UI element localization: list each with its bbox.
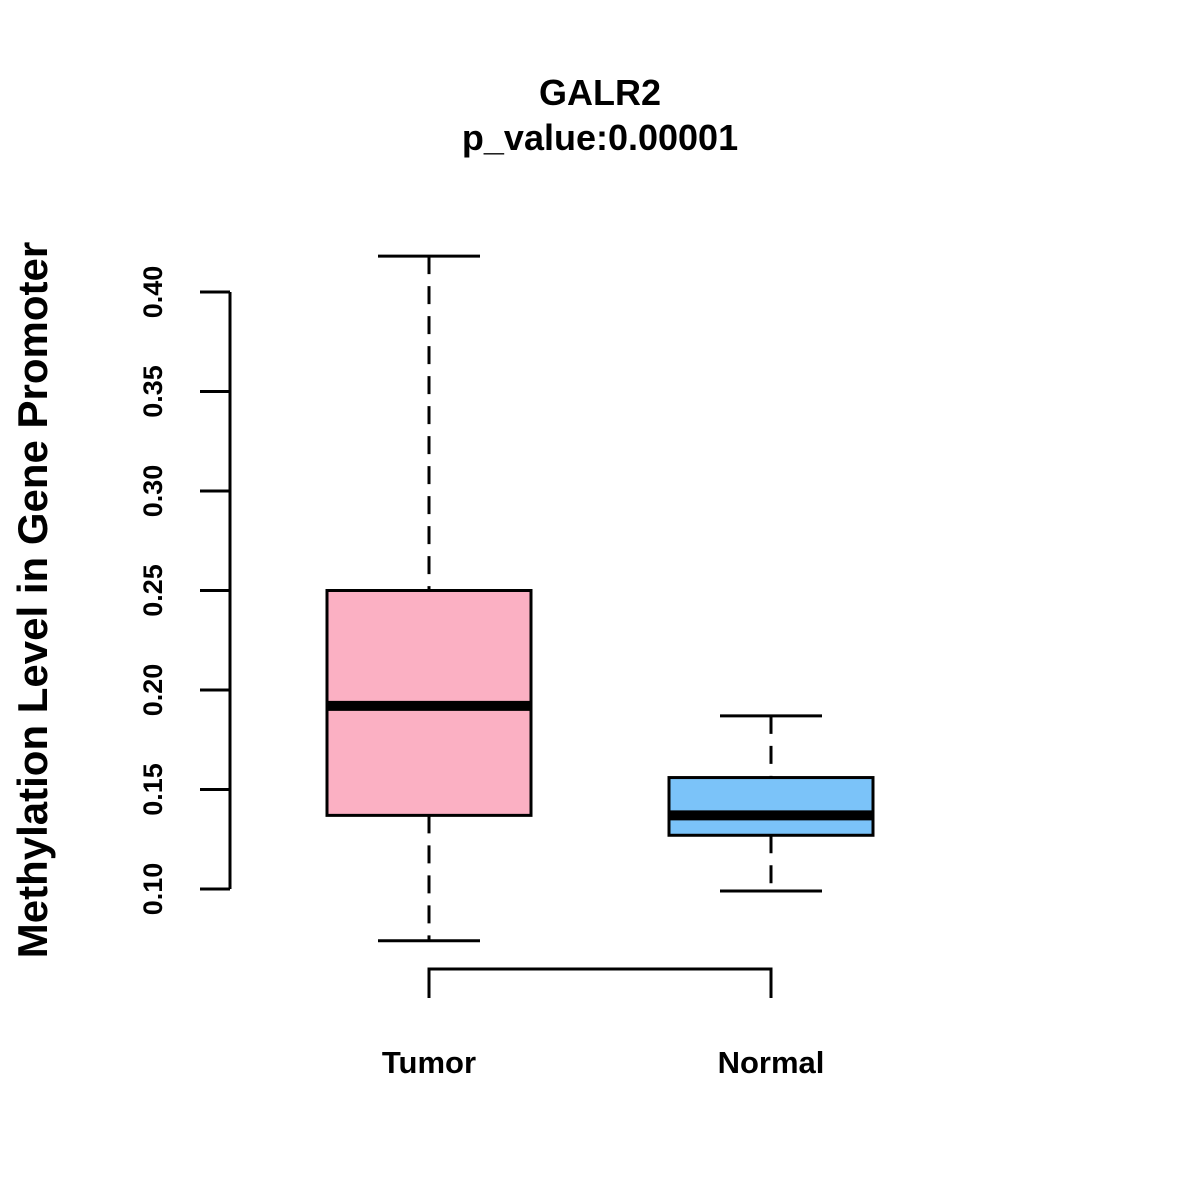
box-normal (667, 714, 875, 893)
y-tick-label-5: 0.35 (138, 365, 168, 418)
x-label-normal: Normal (718, 1045, 825, 1080)
y-tick-label-6: 0.40 (138, 266, 168, 319)
boxes (325, 254, 875, 943)
y-tick-label-3: 0.25 (138, 564, 168, 617)
box-tumor (325, 254, 533, 943)
x-axis-labels: Tumor Normal (382, 1045, 824, 1080)
chart-subtitle: p_value:0.00001 (462, 117, 738, 158)
y-axis-label: Methylation Level in Gene Promoter (9, 242, 56, 958)
y-tick-label-2: 0.20 (138, 664, 168, 717)
bracket-line (427, 967, 773, 998)
y-tick-label-1: 0.15 (138, 763, 168, 816)
x-label-tumor: Tumor (382, 1045, 476, 1080)
chart-title: GALR2 (539, 72, 661, 113)
y-axis: 0.10 0.15 0.20 0.25 0.30 0.35 0.40 (138, 266, 232, 916)
comparison-bracket (427, 967, 773, 998)
y-tick-label-4: 0.30 (138, 465, 168, 518)
y-tick-label-0: 0.10 (138, 863, 168, 916)
iqr-box-normal (667, 776, 875, 837)
